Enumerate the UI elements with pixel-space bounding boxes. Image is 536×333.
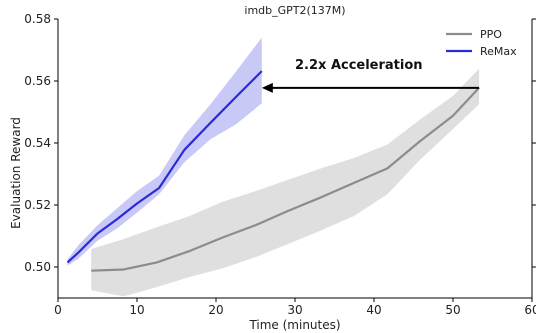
x-tick-label: 10 [129, 303, 144, 317]
x-tick-label: 20 [208, 303, 223, 317]
x-tick-label: 50 [445, 303, 460, 317]
legend: PPO ReMax [446, 28, 517, 58]
series-band-ppo [91, 68, 480, 297]
x-tick-label: 30 [287, 303, 302, 317]
y-tick-label: 0.50 [24, 260, 51, 274]
series-line-ppo [91, 87, 480, 272]
chart-title: imdb_GPT2(137M) [244, 4, 345, 17]
x-tick-label: 0 [54, 303, 62, 317]
y-tick-label: 0.56 [24, 74, 51, 88]
annotation-arrowhead [261, 82, 273, 93]
y-tick-label: 0.58 [24, 12, 51, 26]
y-tick-label: 0.54 [24, 136, 51, 150]
y-axis-label: Evaluation Reward [9, 117, 23, 229]
plot-area: 0 10 20 30 40 50 60 0.50 0.52 0.54 0.56 0.58 [24, 12, 536, 317]
annotation-text: 2.2x Acceleration [295, 58, 423, 73]
x-tick-label: 60 [524, 303, 536, 317]
series-line-remax [66, 70, 263, 264]
x-tick-label: 40 [366, 303, 381, 317]
legend-label-ppo: PPO [480, 28, 502, 41]
x-axis-label: Time (minutes) [248, 318, 340, 332]
y-tick-label: 0.52 [24, 198, 51, 212]
legend-label-remax: ReMax [480, 45, 517, 58]
